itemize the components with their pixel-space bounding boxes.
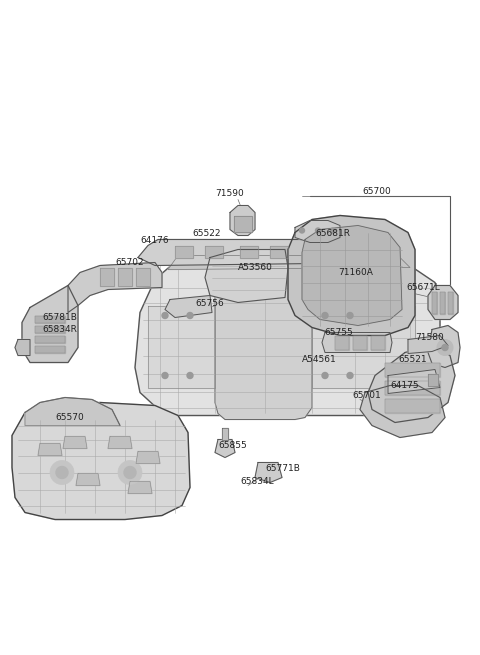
Text: 65570: 65570 <box>55 413 84 422</box>
Polygon shape <box>312 305 415 388</box>
Circle shape <box>118 460 142 485</box>
Polygon shape <box>270 246 288 257</box>
Circle shape <box>315 228 321 233</box>
Circle shape <box>162 312 168 318</box>
Polygon shape <box>205 246 223 257</box>
Text: 65834R: 65834R <box>42 325 77 334</box>
Text: 64175: 64175 <box>390 381 419 390</box>
Polygon shape <box>136 267 150 286</box>
Polygon shape <box>38 443 62 455</box>
Polygon shape <box>335 335 349 350</box>
Polygon shape <box>230 206 255 236</box>
Text: 71580: 71580 <box>415 333 444 342</box>
Polygon shape <box>148 305 215 388</box>
Circle shape <box>50 460 74 485</box>
Polygon shape <box>175 246 193 257</box>
Polygon shape <box>108 436 132 449</box>
Text: 65771B: 65771B <box>265 464 300 473</box>
Polygon shape <box>353 335 367 350</box>
Polygon shape <box>222 428 228 440</box>
Polygon shape <box>385 362 440 377</box>
Polygon shape <box>135 255 440 415</box>
Text: 71160A: 71160A <box>338 268 373 277</box>
Circle shape <box>300 228 304 233</box>
Polygon shape <box>15 339 30 356</box>
Polygon shape <box>255 462 282 483</box>
Polygon shape <box>22 286 78 362</box>
Circle shape <box>56 466 68 479</box>
Polygon shape <box>168 255 410 269</box>
Text: 65521: 65521 <box>398 355 427 364</box>
Polygon shape <box>136 451 160 464</box>
Polygon shape <box>138 240 328 265</box>
Polygon shape <box>432 291 437 314</box>
Text: 65781B: 65781B <box>42 313 77 322</box>
Polygon shape <box>360 386 445 438</box>
Polygon shape <box>68 263 162 312</box>
Polygon shape <box>12 403 190 519</box>
Polygon shape <box>76 474 100 485</box>
Polygon shape <box>63 436 87 449</box>
Circle shape <box>331 228 336 233</box>
Polygon shape <box>448 291 453 314</box>
Polygon shape <box>288 215 415 335</box>
Circle shape <box>322 373 328 379</box>
Polygon shape <box>368 345 455 422</box>
Text: A53560: A53560 <box>238 263 273 272</box>
Text: 71590: 71590 <box>216 189 244 198</box>
Polygon shape <box>302 225 402 326</box>
Circle shape <box>347 373 353 379</box>
Circle shape <box>437 339 453 356</box>
Polygon shape <box>234 215 252 231</box>
Text: 65700: 65700 <box>362 187 391 196</box>
Text: 65855: 65855 <box>218 441 247 450</box>
Polygon shape <box>388 369 440 394</box>
Polygon shape <box>205 250 288 303</box>
Text: 65681R: 65681R <box>315 229 350 238</box>
Circle shape <box>124 466 136 479</box>
Polygon shape <box>322 333 392 352</box>
Circle shape <box>187 373 193 379</box>
Polygon shape <box>215 250 312 419</box>
Polygon shape <box>165 295 212 318</box>
Text: 65671L: 65671L <box>406 283 440 292</box>
Text: 64176: 64176 <box>140 236 168 245</box>
Polygon shape <box>35 326 65 333</box>
Polygon shape <box>385 398 440 413</box>
Circle shape <box>442 345 448 350</box>
Polygon shape <box>35 335 65 343</box>
Polygon shape <box>428 286 458 320</box>
Circle shape <box>322 312 328 318</box>
Polygon shape <box>408 335 448 354</box>
Polygon shape <box>385 381 440 394</box>
Polygon shape <box>118 267 132 286</box>
Polygon shape <box>428 326 460 367</box>
Text: 65756: 65756 <box>195 299 224 308</box>
Polygon shape <box>25 398 120 426</box>
Text: 65701: 65701 <box>352 391 381 400</box>
Polygon shape <box>440 291 445 314</box>
Polygon shape <box>428 373 438 386</box>
Text: 65834L: 65834L <box>240 477 274 486</box>
Polygon shape <box>100 267 114 286</box>
Circle shape <box>187 312 193 318</box>
Circle shape <box>162 373 168 379</box>
Text: A54561: A54561 <box>302 355 337 364</box>
Polygon shape <box>240 246 258 257</box>
Polygon shape <box>35 316 65 322</box>
Polygon shape <box>215 440 235 457</box>
Polygon shape <box>128 481 152 493</box>
Text: 65702: 65702 <box>115 258 144 267</box>
Polygon shape <box>371 335 385 350</box>
Polygon shape <box>35 345 65 352</box>
Text: 65522: 65522 <box>192 229 220 238</box>
Circle shape <box>347 312 353 318</box>
Polygon shape <box>295 221 340 242</box>
Text: 65755: 65755 <box>324 328 353 337</box>
